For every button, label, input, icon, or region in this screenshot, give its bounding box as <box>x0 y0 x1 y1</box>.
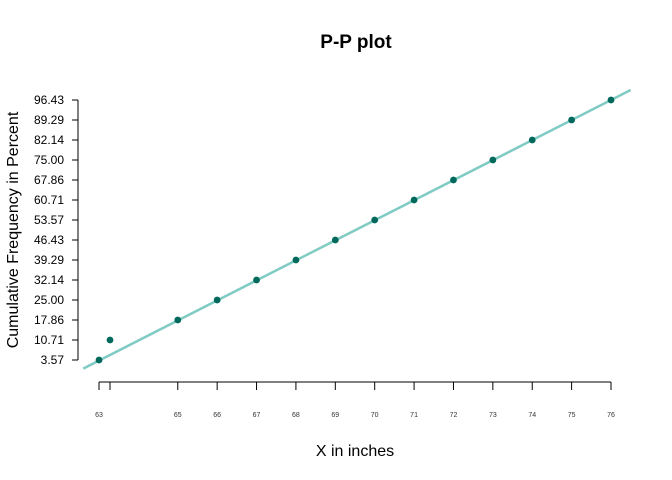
data-point <box>106 336 114 344</box>
x-axis-label: X in inches <box>316 443 394 460</box>
x-tick-label: 73 <box>489 412 497 419</box>
data-point <box>253 276 260 284</box>
y-tick-label: 25.00 <box>34 293 64 307</box>
data-point <box>607 96 615 104</box>
x-tick-label: 63 <box>95 412 103 419</box>
chart-title: P-P plot <box>320 32 392 53</box>
data-point <box>450 176 457 184</box>
y-tick-label: 96.43 <box>34 93 64 107</box>
y-tick-label: 3.57 <box>41 353 65 367</box>
x-tick-label: 75 <box>568 412 576 419</box>
data-point <box>331 236 339 244</box>
y-axis: 3.57 10.71 17.86 25.00 32.14 39.29 46.43 53.57 6… <box>34 93 79 367</box>
data-point <box>95 356 103 364</box>
y-tick-label: 32.14 <box>34 273 64 287</box>
x-tick-label: 67 <box>253 412 261 419</box>
x-tick-label: 72 <box>450 412 458 419</box>
y-tick-label: 82.14 <box>34 133 64 147</box>
x-tick-label: 70 <box>371 412 379 419</box>
data-point <box>410 196 418 204</box>
y-tick-label: 10.71 <box>34 333 64 347</box>
x-tick-label: 66 <box>213 412 221 419</box>
y-tick-label: 46.43 <box>34 233 64 247</box>
x-tick-label: 71 <box>410 412 418 419</box>
data-point <box>489 156 497 164</box>
y-tick-label: 39.29 <box>34 253 64 267</box>
y-tick-label: 60.71 <box>34 193 64 207</box>
reference-line <box>82 88 632 370</box>
data-point <box>174 316 182 324</box>
data-point <box>371 216 379 224</box>
points-layer <box>95 96 615 364</box>
y-tick-label: 67.86 <box>34 173 64 187</box>
y-tick-label: 53.57 <box>34 213 64 227</box>
y-tick-label: 17.86 <box>34 313 64 327</box>
data-point <box>568 116 576 124</box>
y-tick-label: 75.00 <box>34 153 64 167</box>
x-tick-label: 65 <box>174 412 182 419</box>
x-tick-label: 76 <box>607 412 615 419</box>
data-point <box>213 296 221 304</box>
y-axis-label: Cumulative Frequency in Percent <box>5 111 22 348</box>
x-tick-label: 68 <box>292 412 300 419</box>
data-point <box>528 136 536 144</box>
data-point <box>292 256 300 264</box>
x-tick-label: 69 <box>331 412 339 419</box>
reference-line-layer <box>82 88 632 370</box>
y-tick-label: 89.29 <box>34 113 64 127</box>
x-axis: 63 65 66 67 68 69 70 71 72 73 74 75 76 <box>95 381 615 419</box>
x-tick-label: 74 <box>528 412 536 419</box>
